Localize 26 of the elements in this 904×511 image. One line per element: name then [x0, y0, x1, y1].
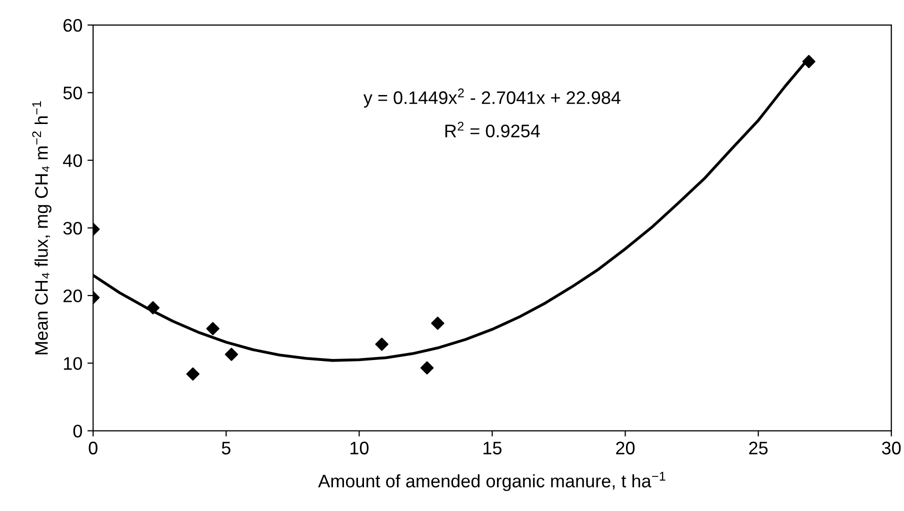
- point: [375, 338, 388, 351]
- y-tick-label: 20: [64, 289, 82, 302]
- x-tick-label: 15: [484, 442, 502, 454]
- y-tick-label: 0: [73, 424, 82, 438]
- point: [186, 367, 200, 381]
- point: [206, 322, 220, 336]
- annotation: R$^{2}$ = 0.9254: [445, 122, 540, 138]
- y-tick-label: 10: [64, 357, 82, 370]
- y-tick-label: 60: [64, 18, 82, 32]
- x-tick-label: 10: [350, 442, 369, 454]
- point: [420, 361, 434, 374]
- x-tick-label: 0: [88, 442, 98, 454]
- point: [224, 348, 238, 361]
- x-tick-label: 30: [882, 442, 901, 454]
- x-axis-title: Amount of amended organic manure, t ha$^{−1}$: [318, 472, 666, 492]
- y-tick-label: 40: [63, 154, 82, 168]
- y-tick-label: 50: [63, 86, 82, 100]
- annotation: y = 0.1449x$^{2}$ - 2.7041x + 22.984: [363, 88, 621, 108]
- point: [431, 316, 444, 330]
- x-tick-label: 25: [749, 442, 768, 454]
- point: [146, 301, 160, 314]
- x-tick-label: 20: [616, 442, 635, 454]
- point: [802, 54, 816, 68]
- y-tick-label: 30: [63, 222, 82, 235]
- x-tick-label: 5: [222, 442, 230, 454]
- y-axis-title: Mean CH₄ flux, mg CH₄ m$^{−2}$ h$^{−1}$: [32, 101, 52, 354]
